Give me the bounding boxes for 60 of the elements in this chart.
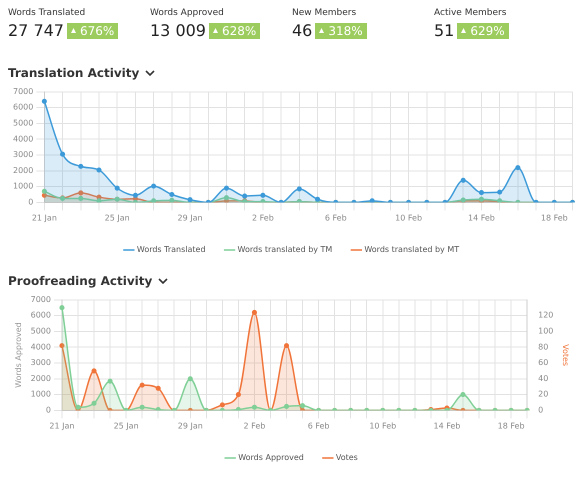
- text: 27 747: [8, 21, 64, 40]
- y-tick-label: 6000: [30, 310, 51, 320]
- text: 676%: [80, 24, 114, 38]
- y-tick-label: 4000: [30, 342, 51, 352]
- x-tick-label: 29 Jan: [178, 421, 203, 430]
- y-tick-label: 2000: [13, 166, 34, 175]
- y2-tick-label: 0: [538, 405, 544, 414]
- y-tick-label: 2000: [30, 374, 51, 383]
- x-tick-label: 29 Jan: [178, 213, 203, 222]
- y2-tick-label: 100: [538, 326, 554, 336]
- y-tick-label: 3000: [13, 150, 34, 160]
- y2-axis-title: Votes: [561, 344, 570, 366]
- x-tick-label: 21 Jan: [49, 421, 74, 430]
- text: 318%: [328, 24, 363, 38]
- y-tick-label: 0: [46, 405, 51, 414]
- text: 629%: [470, 24, 505, 38]
- text: 51: [434, 21, 454, 40]
- y-tick-label: 3000: [30, 358, 51, 368]
- y-tick-label: 0: [28, 197, 34, 206]
- text: Words Translated: [8, 8, 86, 18]
- legend-label: Words translated by MT: [364, 245, 460, 254]
- y2-tick-label: 80: [538, 342, 548, 352]
- y-tick-label: 1000: [30, 390, 51, 399]
- x-tick-label: 10 Feb: [369, 421, 396, 430]
- y-tick-label: 7000: [13, 86, 34, 96]
- y2-tick-label: 120: [538, 310, 554, 320]
- x-tick-label: 25 Jan: [104, 213, 130, 222]
- text: Words Approved: [150, 8, 225, 18]
- legend-label: Words Approved: [238, 453, 304, 462]
- text: 628%: [222, 24, 256, 38]
- y2-tick-label: 40: [538, 374, 548, 383]
- x-tick-label: 14 Feb: [468, 213, 495, 222]
- x-tick-label: 6 Feb: [324, 213, 347, 222]
- x-tick-label: 18 Feb: [498, 421, 525, 430]
- text: Active Members: [434, 8, 508, 18]
- x-tick-label: 2 Feb: [252, 213, 274, 222]
- x-tick-label: 10 Feb: [395, 213, 422, 222]
- x-tick-label: 14 Feb: [433, 421, 460, 430]
- legend-label: Votes: [336, 453, 358, 462]
- chart-title: Translation Activity: [8, 66, 140, 80]
- text: 46: [292, 21, 312, 40]
- x-tick-label: 25 Jan: [114, 421, 139, 430]
- y-axis-title: Words Approved: [14, 322, 23, 388]
- x-tick-label: 18 Feb: [540, 213, 568, 222]
- x-tick-label: 2 Feb: [244, 421, 266, 430]
- y-tick-label: 7000: [30, 294, 51, 304]
- legend-label: Words translated by TM: [238, 245, 332, 254]
- y2-tick-label: 60: [538, 358, 548, 368]
- y2-tick-label: 20: [538, 390, 548, 399]
- y-tick-label: 5000: [13, 118, 34, 128]
- chart-title: Proofreading Activity: [8, 274, 152, 288]
- y-tick-label: 1000: [13, 182, 34, 191]
- text: 13 009: [150, 21, 206, 40]
- y-tick-label: 4000: [13, 134, 34, 144]
- y-tick-label: 5000: [30, 326, 51, 336]
- x-tick-label: 21 Jan: [32, 213, 57, 222]
- x-tick-label: 6 Feb: [308, 421, 330, 430]
- text: New Members: [292, 8, 358, 18]
- legend-label: Words Translated: [136, 245, 206, 254]
- y-tick-label: 6000: [13, 102, 34, 112]
